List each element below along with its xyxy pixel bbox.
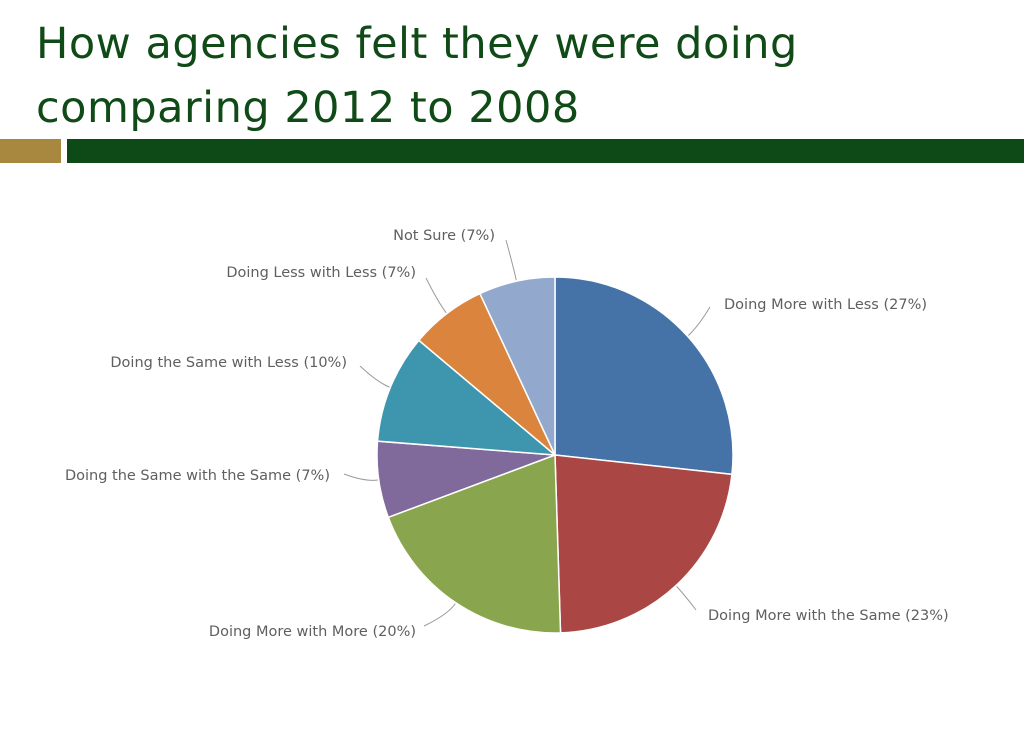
- pie-slice-label-7: Not Sure (7%): [393, 228, 495, 244]
- pie-slice-5: [376, 339, 558, 456]
- pie-slices: [376, 276, 734, 634]
- pie-leader-line-1: [687, 306, 711, 336]
- pie-slice-label-2: Doing More with the Same (23%): [708, 608, 949, 624]
- pie-leader-line-7: [505, 239, 517, 281]
- pie-slice-3: [387, 453, 562, 634]
- pie-leader-line-2: [676, 586, 697, 611]
- pie-labels: Doing More with Less (27%) Doing More wit…: [65, 228, 949, 640]
- slide-title-line-1: How agencies felt they were doing: [36, 19, 798, 69]
- pie-slice-label-5: Doing the Same with Less (10%): [110, 355, 347, 371]
- pie-leader-line-4: [343, 473, 378, 481]
- pie-leader-line-3: [423, 603, 456, 627]
- pie-leader-line-5: [359, 365, 390, 388]
- title-underline-bar: [67, 139, 1024, 163]
- slide-title: How agencies felt they were doing compar…: [36, 12, 996, 140]
- pie-slice-2: [554, 454, 733, 634]
- pie-slice-label-1: Doing More with Less (27%): [724, 297, 927, 313]
- pie-slice-label-3: Doing More with More (20%): [209, 624, 416, 640]
- title-underline-accent: [0, 139, 61, 163]
- pie-slice-label-4: Doing the Same with the Same (7%): [65, 468, 330, 484]
- pie-slice-1: [554, 276, 734, 476]
- slide-title-line-2: comparing 2012 to 2008: [36, 83, 580, 133]
- pie-leader-line-6: [425, 277, 447, 314]
- pie-slice-7: [478, 276, 556, 456]
- pie-slice-label-6: Doing Less with Less (7%): [226, 265, 416, 281]
